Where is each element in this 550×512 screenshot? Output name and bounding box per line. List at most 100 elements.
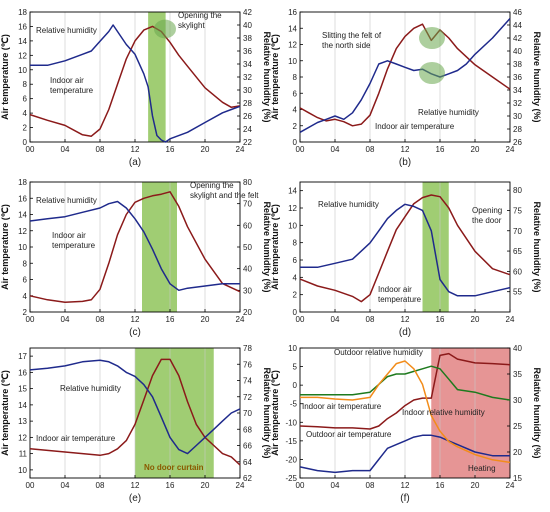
x-tick-label: 24	[236, 315, 245, 324]
y-left-tick-label: 8	[293, 239, 298, 248]
y-left-axis-label: Air temperature (℃)	[270, 370, 280, 456]
series-line-humidity	[299, 17, 511, 133]
annotation-text: Outdoor air temperature	[306, 430, 392, 439]
y-left-tick-label: 10	[288, 344, 297, 353]
y-right-tick-label: 55	[513, 288, 522, 297]
y-right-tick-label: 30	[243, 286, 252, 295]
annotation-line: Indoor air	[50, 76, 84, 85]
chart-panel-d: 00 04 08 12 16 20 2402468101214556065707580Air…	[270, 181, 542, 338]
x-tick-label: 20	[471, 315, 480, 324]
y-left-tick-label: 14	[18, 401, 27, 410]
y-right-tick-label: 20	[243, 308, 252, 317]
y-left-tick-label: 12	[288, 41, 297, 50]
y-left-tick-label: 12	[18, 433, 27, 442]
panel-label: (e)	[129, 493, 141, 504]
x-tick-label: 24	[506, 481, 515, 490]
y-left-tick-label: 8	[293, 73, 298, 82]
x-tick-label: 20	[471, 481, 480, 490]
y-right-tick-label: 38	[243, 34, 252, 43]
y-right-axis-label: Relative humidity (%)	[532, 31, 542, 122]
y-right-tick-label: 60	[513, 267, 522, 276]
x-tick-label: 16	[436, 145, 445, 154]
y-right-tick-label: 44	[513, 21, 522, 30]
y-left-tick-label: 2	[23, 308, 28, 317]
series-line-indoor_humidity_f	[300, 360, 511, 464]
y-left-tick-label: -5	[290, 400, 298, 409]
x-tick-label: 24	[506, 315, 515, 324]
y-right-tick-label: 28	[513, 125, 522, 134]
x-tick-label: 12	[131, 315, 140, 324]
y-left-tick-label: 17	[18, 352, 27, 361]
y-right-tick-label: 38	[513, 60, 522, 69]
x-tick-label: 08	[96, 481, 105, 490]
series-line-temperature	[299, 194, 511, 303]
plot-frame	[29, 347, 241, 479]
y-left-tick-label: -25	[285, 474, 297, 483]
y-right-tick-label: 50	[243, 243, 252, 252]
y-left-tick-label: 6	[23, 276, 28, 285]
y-left-tick-label: 14	[288, 187, 297, 196]
series-line-outdoor_temperature	[299, 434, 510, 474]
y-right-tick-label: 42	[513, 34, 522, 43]
y-left-tick-label: 14	[18, 37, 27, 46]
x-tick-label: 12	[401, 145, 410, 154]
y-left-tick-label: 6	[293, 89, 298, 98]
y-right-tick-label: 64	[243, 458, 252, 467]
x-tick-label: 16	[166, 315, 175, 324]
y-left-tick-label: 12	[288, 204, 297, 213]
annotation-line: the door	[472, 216, 502, 225]
series-line-temperature	[299, 352, 511, 430]
plot-frame	[299, 347, 511, 479]
annotation-text: Opening the skylight and the felt	[190, 181, 259, 200]
y-right-tick-label: 26	[243, 112, 252, 121]
annotation-line: Opening	[472, 206, 502, 215]
x-tick-label: 08	[366, 145, 375, 154]
y-right-tick-label: 70	[243, 409, 252, 418]
y-left-tick-label: 15	[18, 385, 27, 394]
series-line-temperature	[299, 23, 511, 127]
annotation-line: Indoor air	[52, 231, 86, 240]
annotation-text: Outdoor relative humidity	[334, 348, 423, 357]
x-tick-label: 04	[61, 145, 70, 154]
y-left-tick-label: 8	[23, 259, 28, 268]
chart-panel-b: 00 04 08 12 16 20 2402468101214162628303234363…	[270, 8, 542, 168]
y-left-tick-label: 16	[18, 194, 27, 203]
annotation-line: temperature	[52, 241, 96, 250]
x-tick-label: 24	[236, 481, 245, 490]
y-right-tick-label: 60	[243, 221, 252, 230]
y-left-tick-label: 10	[18, 243, 27, 252]
y-left-tick-label: 4	[293, 106, 298, 115]
x-tick-label: 08	[96, 145, 105, 154]
y-right-tick-label: 40	[513, 344, 522, 353]
y-right-tick-label: 26	[513, 138, 522, 147]
annotation-text: Relative humidity	[36, 196, 97, 205]
x-tick-label: 00	[296, 315, 305, 324]
panel-label: (a)	[129, 157, 141, 168]
y-right-tick-label: 80	[243, 178, 252, 187]
annotation-text: Indoor air temperature	[378, 285, 422, 304]
annotation-text: Relative humidity	[418, 108, 479, 117]
panel-label: (d)	[399, 327, 411, 338]
annotation-text: Indoor relative humidity	[402, 408, 485, 417]
y-right-tick-label: 40	[243, 21, 252, 30]
annotation-text: Slitting the felt of the north side	[322, 31, 382, 50]
x-tick-label: 00	[296, 145, 305, 154]
annotation-line: Opening the	[190, 181, 234, 190]
y-right-tick-label: 20	[513, 448, 522, 457]
y-left-tick-label: 2	[293, 291, 298, 300]
series-line-outdoor_humidity	[300, 365, 511, 401]
highlight-circle	[419, 26, 445, 50]
y-right-tick-label: 32	[243, 73, 252, 82]
y-right-tick-label: 62	[243, 474, 252, 483]
y-left-tick-label: 5	[293, 363, 298, 372]
y-right-tick-label: 25	[513, 422, 522, 431]
y-left-tick-label: 14	[288, 24, 297, 33]
y-right-tick-label: 35	[513, 370, 522, 379]
plot-frame	[29, 11, 241, 143]
y-right-tick-label: 70	[513, 227, 522, 236]
annotation-line: skylight and the felt	[190, 191, 259, 200]
x-tick-label: 24	[236, 145, 245, 154]
x-tick-label: 12	[401, 315, 410, 324]
y-right-tick-label: 75	[513, 206, 522, 215]
